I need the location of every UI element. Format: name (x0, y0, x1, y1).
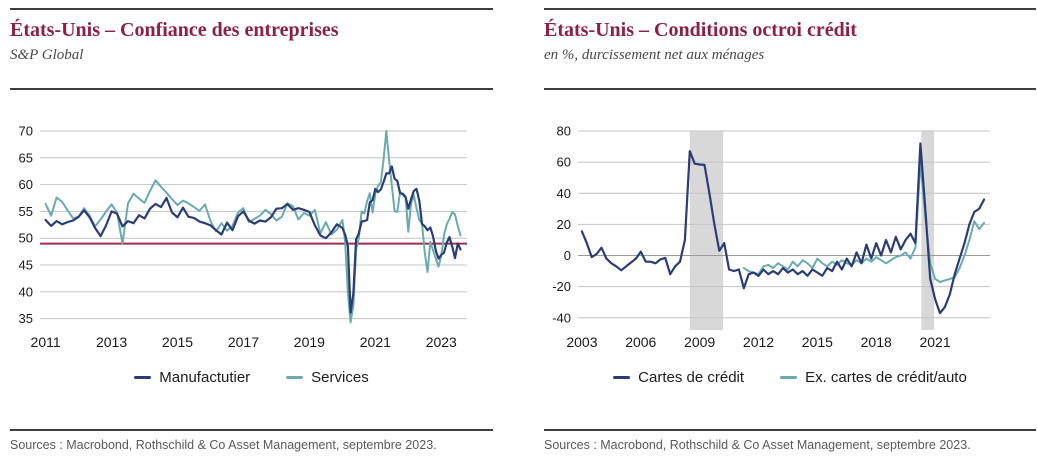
svg-text:2003: 2003 (566, 334, 597, 350)
svg-text:60: 60 (19, 177, 33, 192)
sources-note: Sources : Macrobond, Rothschild & Co Ass… (544, 438, 971, 452)
subtitle-divider (544, 88, 1036, 90)
legend-item: Services (286, 369, 369, 386)
legend-label: Manufactutier (159, 368, 251, 386)
svg-text:45: 45 (19, 258, 33, 273)
series-line (742, 161, 986, 283)
gridlines (40, 130, 467, 320)
top-divider (10, 8, 493, 10)
chart-title: États-Unis – Conditions octroi crédit (544, 19, 857, 41)
svg-text:0: 0 (564, 248, 571, 263)
legend: Manufactutier Services (10, 366, 493, 388)
x-axis-labels: 2003 2006 2009 2012 2015 2018 2021 (566, 334, 951, 350)
y-axis-labels: 35 40 45 50 55 60 65 70 (19, 124, 33, 327)
svg-text:2018: 2018 (861, 334, 892, 350)
legend-dash-icon (780, 375, 798, 379)
sources-note: Sources : Macrobond, Rothschild & Co Ass… (10, 438, 437, 452)
legend-label: Ex. cartes de crédit/auto (805, 368, 967, 386)
bottom-divider (10, 429, 493, 431)
series-line (44, 165, 462, 314)
legend-item: Manufactutier (134, 369, 250, 386)
chart-subtitle: S&P Global (10, 47, 84, 63)
series-line (580, 142, 986, 315)
svg-text:55: 55 (19, 204, 33, 219)
svg-text:2017: 2017 (228, 334, 259, 350)
svg-text:50: 50 (19, 231, 33, 246)
y-axis-labels: -40 -20 0 20 40 60 80 (552, 124, 571, 326)
recession-bands (689, 131, 935, 330)
svg-text:2021: 2021 (919, 334, 950, 350)
svg-text:40: 40 (557, 186, 571, 201)
x-axis-labels: 2011 2013 2015 2017 2019 2021 2023 (31, 334, 458, 350)
chart-title: États-Unis – Confiance des entreprises (10, 19, 339, 41)
svg-text:-40: -40 (552, 310, 571, 325)
svg-text:80: 80 (557, 124, 571, 139)
svg-text:20: 20 (557, 217, 571, 232)
svg-text:2023: 2023 (426, 334, 457, 350)
svg-text:35: 35 (19, 311, 33, 326)
bottom-divider (544, 429, 1036, 431)
svg-text:2011: 2011 (31, 334, 61, 350)
series-line (44, 130, 462, 324)
legend-label: Cartes de crédit (638, 368, 745, 386)
legend: Cartes de crédit Ex. cartes de crédit/aut… (544, 366, 1036, 388)
svg-text:2019: 2019 (294, 334, 325, 350)
svg-text:2015: 2015 (162, 334, 193, 350)
legend-dash-icon (134, 375, 152, 379)
svg-text:65: 65 (19, 150, 33, 165)
svg-text:2009: 2009 (684, 334, 715, 350)
legend-item: Ex. cartes de crédit/auto (780, 369, 967, 386)
svg-text:-20: -20 (552, 279, 571, 294)
top-divider (544, 8, 1036, 10)
recession-band (689, 131, 724, 330)
svg-text:40: 40 (19, 284, 33, 299)
svg-text:2015: 2015 (802, 334, 833, 350)
svg-text:2021: 2021 (360, 334, 391, 350)
svg-text:2013: 2013 (96, 334, 127, 350)
legend-dash-icon (613, 375, 631, 379)
legend-label: Services (311, 368, 369, 386)
svg-text:2012: 2012 (743, 334, 774, 350)
panel-business-confidence: États-Unis – Confiance des entreprises S… (10, 8, 493, 458)
panel-credit-conditions: États-Unis – Conditions octroi crédit en… (544, 8, 1036, 458)
legend-dash-icon (286, 375, 304, 379)
svg-text:70: 70 (19, 124, 33, 139)
legend-item: Cartes de crédit (613, 369, 744, 386)
chart-subtitle: en %, durcissement net aux ménages (544, 47, 765, 63)
svg-text:2006: 2006 (625, 334, 656, 350)
pmi-line-chart: 35 40 45 50 55 60 65 70 2011 2013 2015 2017 2019 2021… (19, 124, 467, 350)
svg-text:60: 60 (557, 155, 571, 170)
subtitle-divider (10, 88, 493, 90)
